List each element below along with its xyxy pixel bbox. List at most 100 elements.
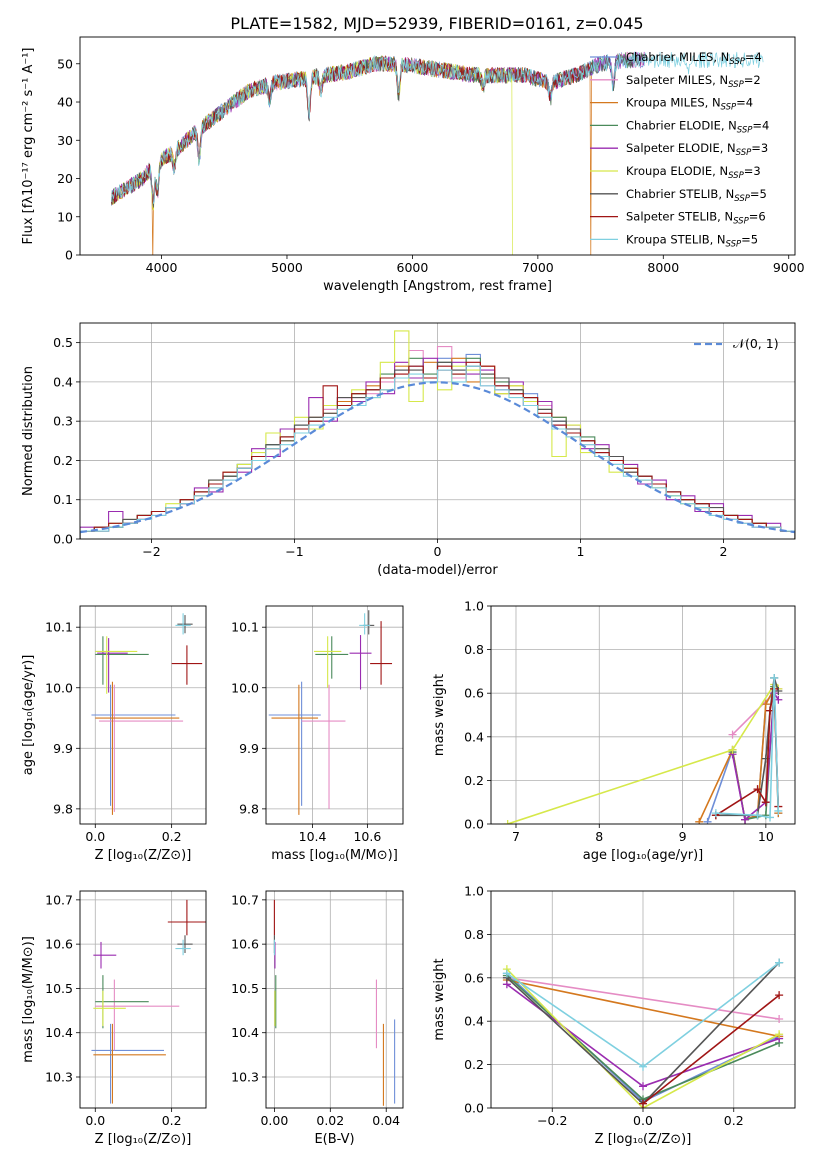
x-tick-label: 1	[577, 544, 585, 559]
x-tick-label: 0.04	[372, 1113, 400, 1128]
plot-area	[503, 673, 783, 824]
data-point-marker	[741, 815, 750, 824]
y-axis-label: mass weight	[432, 674, 447, 756]
figure-title: PLATE=1582, MJD=52939, FIBERID=0161, z=0…	[230, 14, 643, 33]
axes-frame	[79, 322, 796, 540]
legend: Chabrier MILES, NSSP=4 Salpeter MILES, NS…	[590, 50, 769, 249]
y-tick-label: 10.3	[45, 1070, 73, 1085]
weight-line	[506, 968, 780, 1108]
plot-area	[111, 51, 764, 255]
plot-area	[91, 613, 203, 815]
y-tick-label: 0.2	[464, 1057, 484, 1072]
x-tick-label: −0.2	[537, 1113, 567, 1128]
y-tick-label: 30	[57, 133, 73, 148]
axes-frame	[265, 890, 404, 1109]
axes-frame	[79, 36, 796, 256]
weight-line	[506, 977, 780, 1020]
plot-area	[268, 610, 393, 815]
y-axis-label: mass [log₁₀(M/M⊙)]	[21, 936, 36, 1063]
data-point-marker	[711, 809, 720, 818]
y-tick-label: 0.4	[464, 1014, 484, 1029]
chart-panel-3: 0.0 0.2 9.8 9.9 10.0 10.1 Z [log₁₀(Z/Z⊙)] age […	[21, 605, 207, 863]
x-tick-label: 7	[512, 829, 520, 844]
x-tick-label: 4000	[146, 260, 178, 275]
chart-panel-2: −2 −1 0 1 2 0.0 0.1 0.2 0.3 0.4 0.5 (data-model)/er…	[21, 322, 796, 578]
data-point-marker	[775, 958, 784, 967]
weight-line	[642, 994, 780, 1105]
plot-area	[80, 330, 795, 539]
x-tick-label: 7000	[522, 260, 554, 275]
y-axis-label: Flux [fλ10⁻¹⁷ erg cm⁻² s⁻¹ A⁻¹]	[21, 48, 36, 245]
legend-label: Salpeter ELODIE, NSSP=3	[626, 141, 768, 158]
data-point-marker	[761, 811, 770, 820]
x-tick-label: 0.02	[316, 1113, 344, 1128]
y-tick-label: 10.3	[231, 1070, 259, 1085]
x-tick-label: 10.6	[353, 829, 381, 844]
legend-label: Kroupa STELIB, NSSP=5	[626, 232, 758, 249]
x-tick-label: 0	[434, 544, 442, 559]
legend-label: Chabrier MILES, NSSP=4	[626, 50, 762, 67]
x-tick-label: 2	[720, 544, 728, 559]
chart-panel-7: 0.00 0.02 0.04 10.3 10.4 10.5 10.6 10.7 E(B-V)	[231, 890, 404, 1147]
y-tick-label: 20	[57, 171, 73, 186]
y-tick-label: 0.6	[464, 686, 484, 701]
y-tick-label: 10.4	[231, 1025, 259, 1040]
chart-panel-5: 7 8 9 10 0.0 0.2 0.4 0.6 0.8 1.0 age [log₁₀(age/yr…	[432, 599, 796, 863]
data-point-marker	[728, 745, 737, 754]
y-tick-label: 10.7	[45, 892, 73, 907]
y-tick-label: 0.3	[53, 414, 73, 429]
axes-frame	[490, 890, 796, 1109]
y-tick-label: 0.0	[464, 817, 484, 832]
data-point-marker	[775, 1030, 784, 1039]
y-tick-label: 10.4	[45, 1025, 73, 1040]
y-axis-label: mass weight	[432, 958, 447, 1040]
x-tick-label: 6000	[397, 260, 429, 275]
data-point-marker	[761, 700, 770, 709]
x-tick-label: 0.2	[162, 829, 182, 844]
data-point-marker	[639, 1082, 647, 1091]
data-point-marker	[503, 820, 512, 824]
y-tick-label: 9.9	[53, 741, 73, 756]
x-axis-label: Z [log₁₀(Z/Z⊙)]	[595, 1132, 692, 1147]
data-point-marker	[728, 730, 737, 739]
y-tick-label: 10	[57, 209, 73, 224]
y-tick-label: 0.2	[53, 453, 73, 468]
x-tick-label: 8000	[647, 260, 679, 275]
plot-area	[273, 899, 396, 1106]
axes-frame	[490, 605, 796, 825]
x-tick-label: 0.00	[260, 1113, 288, 1128]
data-point-marker	[639, 1099, 647, 1108]
y-tick-label: 10.5	[45, 981, 73, 996]
x-tick-label: −2	[142, 544, 160, 559]
histogram-step	[80, 361, 795, 539]
x-tick-label: 0.0	[85, 829, 105, 844]
y-tick-label: 0.6	[464, 970, 484, 985]
x-axis-label: (data-model)/error	[377, 563, 498, 578]
data-point-marker	[774, 806, 783, 815]
spectrum-line	[111, 51, 764, 205]
data-point-marker	[753, 785, 762, 794]
legend: 𝒩(0, 1)	[694, 336, 779, 351]
x-tick-label: 10	[758, 829, 774, 844]
x-tick-label: −1	[285, 544, 303, 559]
y-axis-label: age [log₁₀(age/yr)]	[21, 655, 36, 776]
chart-panel-1: 4000 5000 6000 7000 8000 9000 0 10 20 30 40 50 wavel…	[21, 36, 805, 294]
y-tick-label: 10.1	[231, 620, 259, 635]
data-point-marker	[774, 695, 783, 704]
legend-label: Salpeter STELIB, NSSP=6	[626, 210, 766, 227]
histogram-step	[80, 365, 795, 539]
y-tick-label: 9.9	[239, 741, 259, 756]
y-tick-label: 40	[57, 95, 73, 110]
x-axis-label: age [log₁₀(age/yr)]	[583, 848, 704, 863]
data-point-marker	[753, 811, 762, 820]
x-axis-label: wavelength [Angstrom, rest frame]	[323, 279, 552, 294]
x-tick-label: 0.2	[724, 1113, 744, 1128]
x-tick-label: 0.2	[162, 1113, 182, 1128]
axes-frame	[79, 605, 207, 825]
x-tick-label: 9	[679, 829, 687, 844]
y-tick-label: 50	[57, 56, 73, 71]
y-tick-label: 1.0	[464, 884, 484, 899]
data-point-marker	[639, 1062, 647, 1071]
chart-panel-6: 0.0 0.2 10.3 10.4 10.5 10.6 10.7 Z [log₁₀(Z/Z⊙)…	[21, 890, 207, 1147]
